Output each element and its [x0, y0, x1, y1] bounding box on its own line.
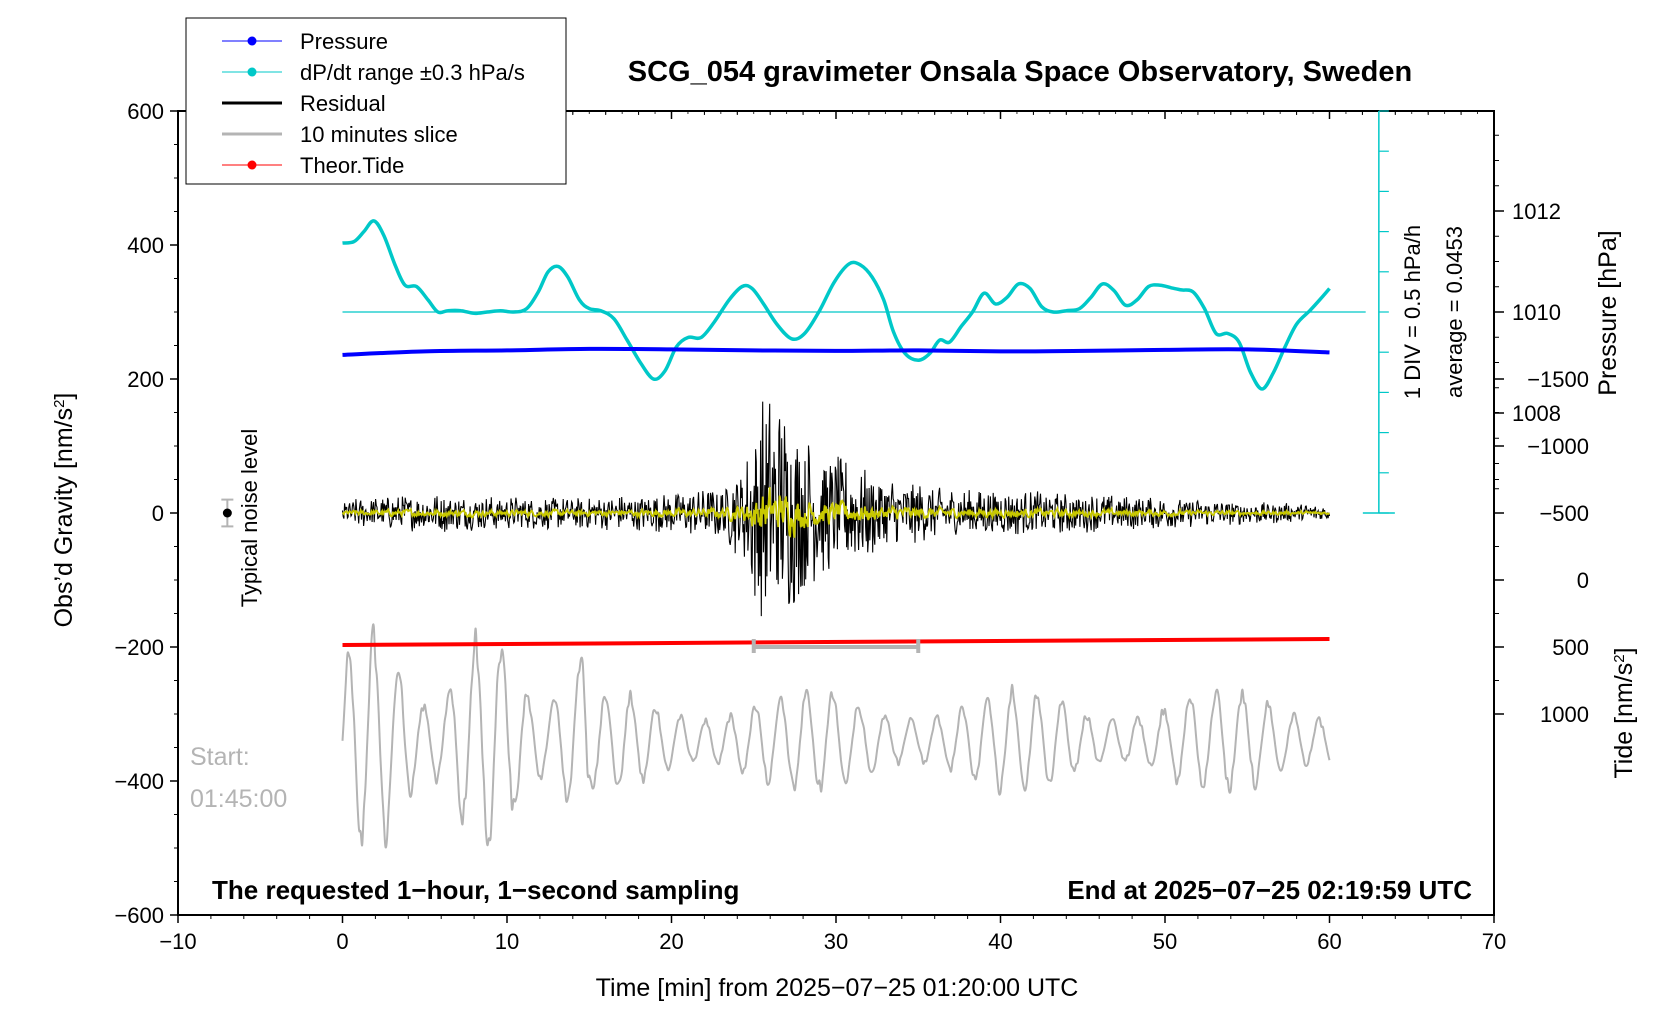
x-tick-label: 10 [495, 929, 519, 954]
y-tick-label: 400 [127, 233, 164, 258]
scale-bar-label: 1 DIV = 0.5 hPa/h [1400, 225, 1425, 399]
x-tick-label: 70 [1482, 929, 1506, 954]
x-tick-label: 50 [1153, 929, 1177, 954]
x-axis-label: Time [min] from 2025−07−25 01:20:00 UTC [596, 974, 1079, 1002]
legend-marker [247, 67, 257, 77]
chart-title: SCG_054 gravimeter Onsala Space Observat… [628, 56, 1412, 88]
legend-label: Residual [300, 91, 386, 116]
dpdt-series-line [342, 219, 1331, 391]
pressure-tick-label: 1010 [1512, 300, 1561, 325]
pressure-series-line [342, 346, 1330, 357]
tide-series-line [342, 636, 1330, 647]
legend-marker [247, 160, 257, 170]
slice-start-label: Start: [190, 743, 250, 771]
legend: Pressure dP/dt range ±0.3 hPa/s Residual 10… [185, 17, 567, 185]
pressure-tick-label: 1012 [1512, 199, 1561, 224]
y-tick-label: −600 [114, 903, 164, 928]
tide-tick-label: −500 [1539, 501, 1589, 526]
legend-label: dP/dt range ±0.3 hPa/s [300, 60, 525, 85]
legend-label: Pressure [300, 29, 388, 54]
y-tick-label: −200 [114, 635, 164, 660]
noise-point [222, 508, 232, 518]
tide-tick-label: −1000 [1527, 434, 1589, 459]
legend-box [185, 17, 567, 185]
end-time-annotation: End at 2025−07−25 02:19:59 UTC [1067, 875, 1472, 905]
legend-label: Theor.Tide [300, 153, 404, 178]
x-tick-label: −10 [159, 929, 196, 954]
tide-axis-label: Tide [nm/s2] [1610, 647, 1638, 778]
legend-label: 10 minutes slice [300, 122, 458, 147]
noise-label: Typical noise level [237, 429, 262, 608]
pressure-axis-label: Pressure [hPa] [1594, 230, 1622, 395]
y-axis-label: Obs’d Gravity [nm/s2] [50, 393, 78, 628]
x-tick-label: 60 [1317, 929, 1341, 954]
y-tick-label: 600 [127, 99, 164, 124]
tide-tick-label: −1500 [1527, 367, 1589, 392]
tide-tick-label: 0 [1577, 568, 1589, 593]
average-label: average = 0.0453 [1442, 226, 1467, 398]
tide-tick-label: 1000 [1540, 702, 1589, 727]
y-tick-label: −400 [114, 769, 164, 794]
pressure-tick-label: 1008 [1512, 401, 1561, 426]
y-tick-label: 0 [152, 501, 164, 526]
x-tick-label: 30 [824, 929, 848, 954]
sampling-annotation: The requested 1−hour, 1−second sampling [212, 875, 739, 905]
tide-tick-label: 500 [1552, 635, 1589, 660]
slice-start-time: 01:45:00 [190, 785, 287, 813]
x-tick-label: 40 [988, 929, 1012, 954]
filtered-residual-line [341, 487, 1330, 538]
slice-series-line [341, 623, 1331, 849]
x-tick-label: 20 [659, 929, 683, 954]
x-tick-label: 0 [336, 929, 348, 954]
y-tick-label: 200 [127, 367, 164, 392]
legend-marker [247, 36, 257, 46]
